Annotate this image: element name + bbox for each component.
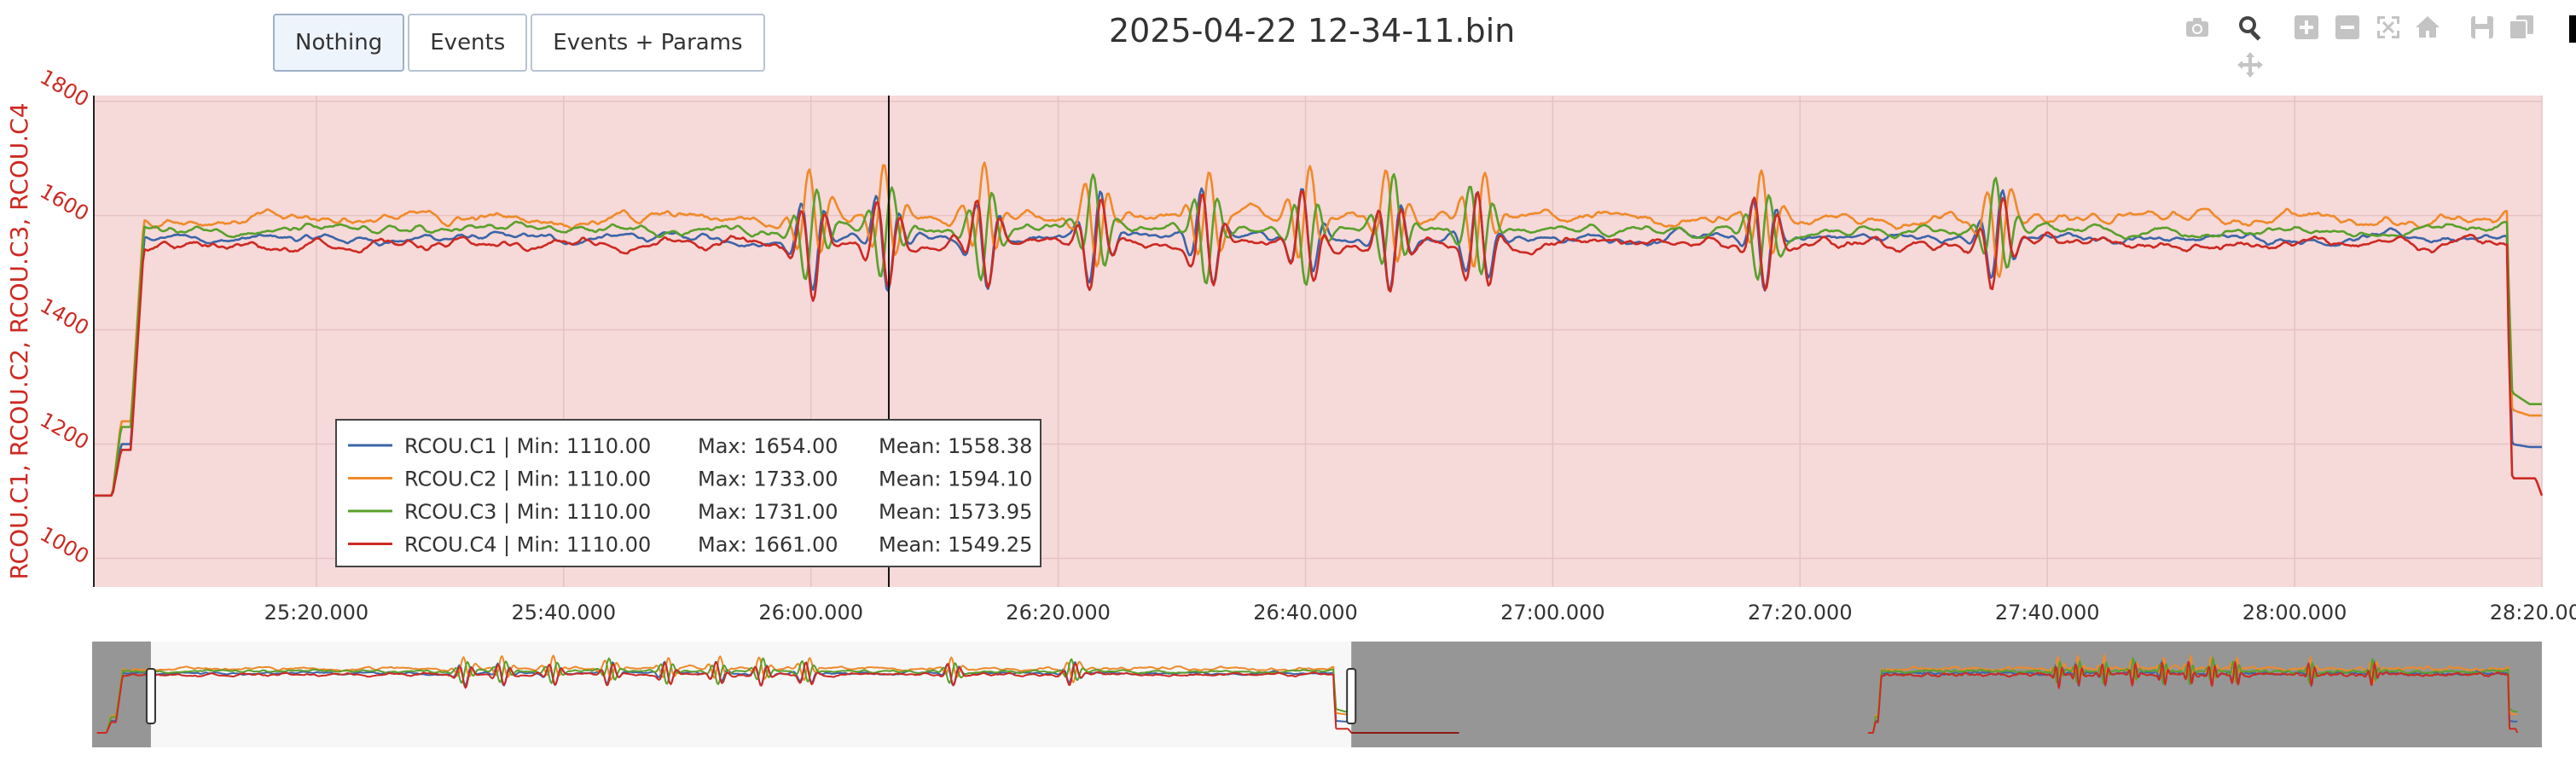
legend-name: RCOU.C1 | Min: 1110.00	[404, 434, 651, 458]
camera-icon[interactable]	[2184, 14, 2211, 41]
save-icon[interactable]	[2469, 14, 2496, 41]
mode-button-group: Nothing Events Events + Params	[273, 14, 765, 72]
x-tick-label: 27:20.000	[1748, 601, 1853, 624]
legend: RCOU.C1 | Min: 1110.00 Max: 1654.00 Mean: …	[335, 419, 1041, 567]
legend-name: RCOU.C3 | Min: 1110.00	[404, 500, 651, 524]
copy-icon[interactable]	[2508, 14, 2535, 41]
y-tick-label: 1400	[36, 293, 93, 340]
x-tick-label: 27:40.000	[1995, 601, 2100, 624]
modebar	[2184, 14, 2576, 90]
rangeslider-trace	[1868, 656, 2518, 734]
legend-name: RCOU.C4 | Min: 1110.00	[404, 533, 651, 557]
y-tick-label: 1800	[36, 65, 93, 112]
legend-mean: Mean: 1549.25	[879, 533, 1032, 557]
legend-max: Max: 1731.00	[698, 500, 838, 524]
y-axis-title: RCOU.C1, RCOU.C2, RCOU.C3, RCOU.C4	[5, 102, 33, 579]
pan-icon[interactable]	[2237, 51, 2264, 78]
autoscale-icon[interactable]	[2375, 14, 2402, 41]
zoom-icon[interactable]	[2237, 14, 2264, 41]
legend-mean: Mean: 1594.10	[879, 468, 1032, 491]
rangeslider-trace	[96, 657, 1352, 734]
x-tick-label: 26:40.000	[1253, 601, 1358, 624]
legend-max: Max: 1661.00	[698, 533, 838, 557]
chart-title: 2025-04-22 12-34-11.bin	[1109, 12, 1516, 49]
x-tick-label: 25:40.000	[512, 601, 617, 624]
legend-max: Max: 1654.00	[698, 434, 838, 458]
rangeslider-mask-left	[92, 642, 151, 747]
x-tick-label: 25:20.000	[264, 601, 369, 624]
series-line-rcou-c3[interactable]	[94, 172, 2542, 497]
y-tick-label: 1200	[36, 408, 93, 455]
rangeslider[interactable]	[92, 642, 2542, 747]
x-tick-label: 26:00.000	[758, 601, 863, 624]
legend-box	[335, 419, 1041, 567]
main-plot[interactable]: 25:20.000 25:40.000 26:00.000 26:20.000 26:4…	[5, 65, 2576, 624]
zoom-in-icon[interactable]	[2293, 14, 2320, 41]
y-tick-label: 1600	[36, 179, 93, 226]
edge-marker	[2569, 15, 2576, 43]
zoom-out-icon[interactable]	[2334, 14, 2361, 41]
rangeslider-handle-right[interactable]	[1346, 668, 1357, 724]
x-tick-label: 26:20.000	[1006, 601, 1111, 624]
rangeslider-trace	[96, 654, 1352, 734]
x-tick-label: 28:20.000	[2490, 601, 2576, 624]
rangeslider-mask-right	[1351, 642, 2542, 747]
series-line-rcou-c4[interactable]	[94, 190, 2544, 497]
legend-mean: Mean: 1573.95	[879, 500, 1032, 524]
rangeslider-handle-left[interactable]	[145, 668, 156, 724]
y-tick-label: 1000	[36, 522, 93, 569]
rangeslider-trace	[1868, 660, 2519, 734]
home-icon[interactable]	[2414, 14, 2441, 41]
events-params-button[interactable]: Events + Params	[531, 14, 765, 72]
series-line-rcou-c1[interactable]	[94, 187, 2542, 497]
rangeslider-trace	[1868, 653, 2518, 734]
legend-max: Max: 1733.00	[698, 468, 838, 491]
series-line-rcou-c2[interactable]	[94, 161, 2542, 497]
events-button[interactable]: Events	[408, 14, 528, 72]
x-tick-label: 27:00.000	[1500, 601, 1605, 624]
legend-mean: Mean: 1558.38	[879, 434, 1032, 458]
rangeslider-trace	[96, 661, 1353, 734]
x-tick-label: 28:00.000	[2242, 601, 2347, 624]
nothing-button[interactable]: Nothing	[273, 14, 405, 72]
legend-name: RCOU.C2 | Min: 1110.00	[404, 468, 651, 491]
